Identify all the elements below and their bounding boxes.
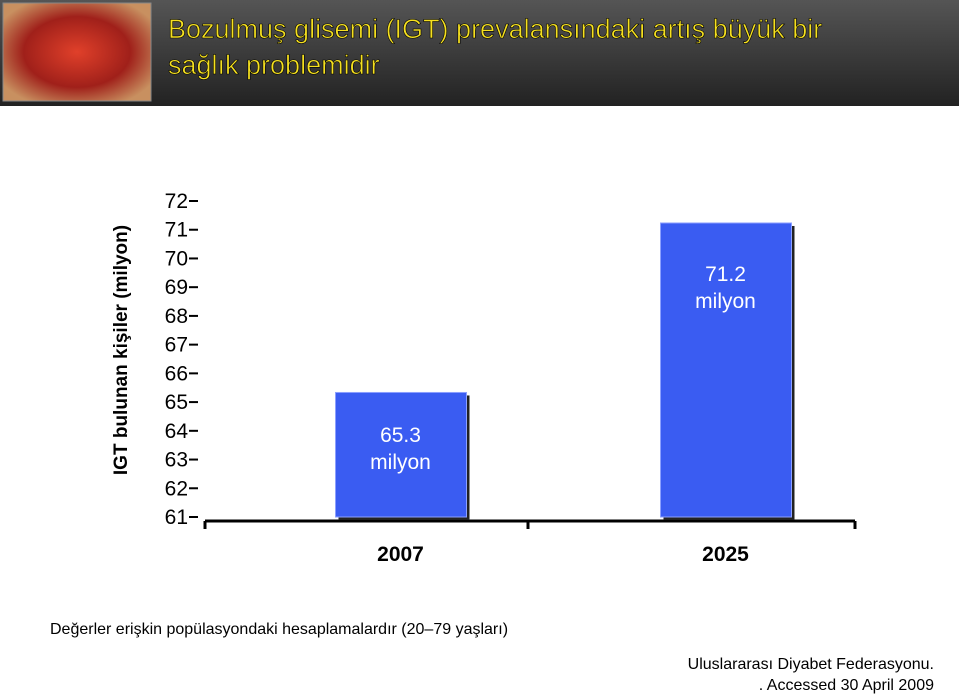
header-image [2,2,152,102]
bar [660,222,792,518]
y-tick-label: 70 [165,247,188,270]
y-tick-label: 66 [165,362,188,385]
value-label: 71.2 milyon [695,262,756,313]
y-tick-label: 62 [165,477,188,500]
y-tick-label: 71 [165,219,188,242]
x-tick-label: 2007 [377,543,424,566]
chart-title: Bozulmuş glisemi (IGT) prevalansındaki a… [168,14,822,80]
y-tick-label: 61 [165,506,188,529]
y-tick-label: 68 [165,305,188,328]
y-tick-label: 63 [165,449,188,472]
source: Uluslararası Diyabet Federasyonu. [688,656,934,673]
y-tick-label: 65 [165,391,188,414]
footnote: Değerler erişkin popülasyondaki hesaplam… [50,621,508,638]
x-tick-label: 2025 [702,543,749,566]
value-label: 65.3 milyon [370,424,431,475]
y-axis-label: IGT bulunan kişiler (milyon) [111,225,132,475]
source: . Accessed 30 April 2009 [759,677,934,694]
header-band [0,0,959,106]
y-tick-label: 67 [165,334,188,357]
y-tick-label: 69 [165,276,188,299]
bar [335,391,467,518]
y-tick-label: 72 [165,190,188,213]
y-tick-label: 64 [165,420,189,443]
